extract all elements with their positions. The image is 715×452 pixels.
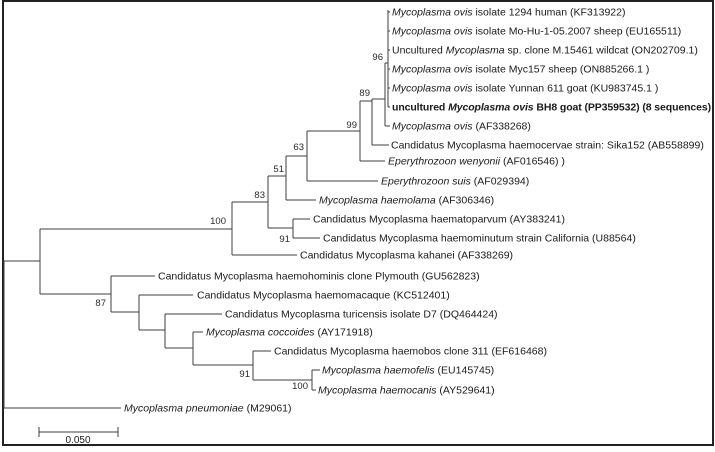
taxon-label: Candidatus Mycoplasma haemocervae strain…: [391, 140, 704, 152]
taxon-label: Mycoplasma ovis (AF338268): [392, 121, 531, 133]
bootstrap-value: 99: [346, 120, 357, 131]
taxon-label: Uncultured Mycoplasma sp. clone M.15461 …: [392, 45, 698, 57]
taxon-label: Mycoplasma ovis isolate Mo-Hu-1-05.2007 …: [392, 26, 681, 38]
taxon-label: Mycoplasma ovis isolate 1294 human (KF31…: [392, 7, 625, 19]
taxon-name-text: BH8 goat (PP359532) (8 sequences): [534, 102, 712, 114]
taxon-name-text: (EU145745): [435, 365, 495, 377]
taxon-name-text: (M29061): [244, 403, 292, 415]
bootstrap-value: 100: [292, 381, 308, 392]
taxon-label: Eperythrozoon wenyonii (AF016546) ): [388, 156, 565, 168]
scale-bar-label: 0.050: [65, 435, 90, 446]
taxon-name-text: Candidatus Mycoplasma haemominutum strai…: [323, 233, 636, 245]
bootstrap-value: 87: [95, 298, 106, 309]
taxon-name-italic: Mycoplasma ovis: [392, 83, 473, 95]
bootstrap-value: 96: [372, 52, 383, 63]
taxon-name-text: Candidatus Mycoplasma haemomacaque (KC51…: [197, 290, 450, 302]
taxon-name-text: isolate 1294 human (KF313922): [473, 7, 626, 19]
taxon-name-text: (AF338268): [473, 121, 531, 133]
taxon-name-text: Candidatus Mycoplasma haematoparvum (AY3…: [313, 214, 565, 226]
taxon-name-italic: Mycoplasma ovis: [392, 64, 473, 76]
taxon-label: Mycoplasma coccoides (AY171918): [206, 327, 373, 339]
taxon-name-text: (AF306346): [436, 195, 494, 207]
taxon-name-text: isolate Yunnan 611 goat (KU983745.1 ): [473, 83, 659, 95]
taxon-label: Mycoplasma haemocanis (AY529641): [318, 385, 495, 397]
taxon-labels: Mycoplasma ovis isolate 1294 human (KF31…: [124, 7, 711, 415]
taxon-name-text: (AY171918): [315, 327, 373, 339]
taxon-name-italic: Mycoplasma pneumoniae: [124, 403, 244, 415]
taxon-label: Mycoplasma pneumoniae (M29061): [124, 403, 292, 415]
taxon-name-italic: Mycoplasma haemocanis: [318, 385, 437, 397]
taxon-label: Candidatus Mycoplasma haemohominis clone…: [158, 271, 480, 283]
taxon-name-text: uncultured: [392, 102, 448, 114]
taxon-label: Candidatus Mycoplasma turicensis isolate…: [225, 309, 498, 321]
scale-bar: 0.050: [38, 427, 119, 446]
taxon-label: Candidatus Mycoplasma haemomacaque (KC51…: [197, 290, 450, 302]
bootstrap-labels: 96 89 99 63 51 83 91 100 87 91 100: [95, 52, 383, 392]
taxon-label: Candidatus Mycoplasma kahanei (AF338269): [300, 250, 513, 262]
taxon-name-text: Uncultured: [392, 45, 446, 57]
taxon-name-italic: Eperythrozoon wenyonii: [388, 156, 501, 168]
bootstrap-value: 63: [293, 142, 304, 153]
taxon-label: Mycoplasma ovis isolate Yunnan 611 goat …: [392, 83, 658, 95]
bootstrap-value: 83: [254, 190, 265, 201]
taxon-name-italic: Mycoplasma ovis: [392, 121, 473, 133]
taxon-label: uncultured Mycoplasma ovis BH8 goat (PP3…: [392, 102, 711, 114]
taxon-name-italic: Mycoplasma haemofelis: [322, 365, 435, 377]
taxon-name-italic: Eperythrozoon suis: [381, 176, 472, 188]
taxon-name-italic: Mycoplasma ovis: [448, 102, 534, 114]
bootstrap-value: 91: [239, 369, 250, 380]
taxon-label: Candidatus Mycoplasma haematoparvum (AY3…: [313, 214, 565, 226]
tree-branches: [3, 10, 390, 409]
taxon-name-italic: Mycoplasma ovis: [392, 7, 473, 19]
taxon-name-italic: Mycoplasma haemolama: [319, 195, 436, 207]
taxon-name-text: (AF029394): [471, 176, 529, 188]
taxon-label: Mycoplasma haemolama (AF306346): [319, 195, 494, 207]
taxon-name-italic: Mycoplasma coccoides: [206, 327, 315, 339]
taxon-label: Mycoplasma haemofelis (EU145745): [322, 365, 494, 377]
taxon-name-text: Candidatus Mycoplasma haemobos clone 311…: [274, 346, 547, 358]
taxon-name-text: Candidatus Mycoplasma kahanei (AF338269): [300, 250, 513, 262]
taxon-label: Eperythrozoon suis (AF029394): [381, 176, 529, 188]
taxon-name-text: isolate Myc157 sheep (ON885266.1 ): [473, 64, 650, 76]
bootstrap-value: 89: [359, 88, 370, 99]
taxon-name-text: (AY529641): [436, 385, 494, 397]
taxon-label: Candidatus Mycoplasma haemominutum strai…: [323, 233, 636, 245]
bootstrap-value: 91: [279, 234, 290, 245]
taxon-name-text: (AF016546) ): [500, 156, 565, 168]
taxon-name-italic: Mycoplasma ovis: [392, 26, 473, 38]
taxon-name-text: Candidatus Mycoplasma turicensis isolate…: [225, 309, 498, 321]
bootstrap-value: 100: [210, 216, 226, 227]
taxon-label: Candidatus Mycoplasma haemobos clone 311…: [274, 346, 547, 358]
taxon-name-text: Candidatus Mycoplasma haemohominis clone…: [158, 271, 480, 283]
bootstrap-value: 51: [273, 164, 284, 175]
taxon-name-italic: Mycoplasma: [446, 45, 505, 57]
taxon-name-text: isolate Mo-Hu-1-05.2007 sheep (EU165511): [473, 26, 682, 38]
taxon-name-text: sp. clone M.15461 wildcat (ON202709.1): [505, 45, 698, 57]
taxon-label: Mycoplasma ovis isolate Myc157 sheep (ON…: [392, 64, 649, 76]
taxon-name-text: Candidatus Mycoplasma haemocervae strain…: [391, 140, 704, 152]
